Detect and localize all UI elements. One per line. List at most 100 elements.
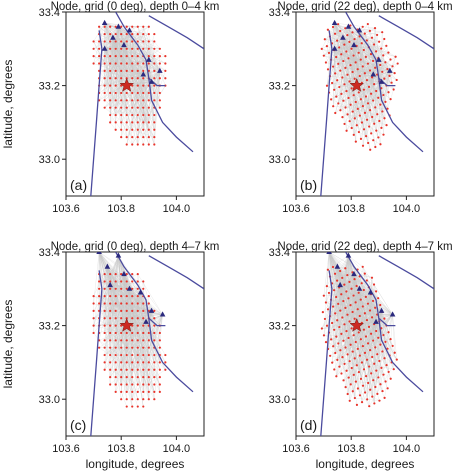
grid-node [114,353,117,357]
grid-node [120,77,123,80]
ray-line [104,74,144,86]
ray-line [358,292,383,352]
grid-node [339,349,342,352]
grid-node [357,130,360,134]
grid-node [353,77,356,80]
x-tick-label: 104.0 [393,203,421,215]
ray-line [323,335,371,351]
ray-line [143,369,149,378]
x-tick-label: 103.6 [282,443,310,455]
grid-node [375,129,378,132]
grid-node [345,330,348,333]
grid-node [114,62,117,65]
grid-node [333,328,336,331]
grid-node [326,268,329,271]
ray-line [352,307,376,313]
ray-line [350,292,359,306]
grid-node [382,373,385,376]
grid-node [136,272,139,276]
ray-line [325,302,382,312]
grid-node [114,361,117,364]
grid-node [350,87,353,90]
grid-node [153,324,156,327]
grid-node [147,331,150,335]
ray-line [93,41,127,108]
ray-line [132,92,155,116]
grid-node [125,287,128,290]
grid-node [120,121,123,124]
grid-node [396,62,399,65]
grid-node [331,305,335,308]
grid-node [341,316,344,319]
grid-node [375,290,378,293]
grid-node [370,372,373,375]
grid-node [131,136,134,139]
grid-node [103,331,106,335]
grid-node [142,405,145,408]
ray-line [110,274,125,378]
grid-node [131,405,134,408]
grid-node [153,40,156,43]
grid-node [373,83,376,86]
station-marker [121,41,127,48]
ray-line [115,325,155,400]
ray-line [371,37,374,75]
grid-node [147,361,150,364]
ray-line [386,45,389,53]
grid-node [98,47,101,50]
grid-node [344,306,347,309]
ray-line [112,33,127,38]
grid-node [142,47,145,50]
grid-node [125,25,128,28]
grid-node [136,339,139,342]
grid-node [131,272,134,276]
grid-node [353,396,356,400]
grid-node [125,136,128,139]
grid-node [131,383,134,386]
grid-node [109,91,112,95]
station-marker [356,285,363,291]
ray-line [115,281,144,348]
grid-node [334,72,337,75]
grid-node [369,332,373,335]
grid-node [347,96,350,100]
grid-node [136,77,139,80]
grid-node [365,39,368,42]
ray-line [126,281,133,385]
fault-lines [90,252,204,436]
grid-node [120,346,123,349]
ray-line [159,70,166,86]
station-marker [378,78,385,84]
grid-node [125,368,128,371]
grid-node [344,106,347,109]
ray-line [104,288,144,297]
ray-line [137,321,147,348]
grid-node [136,91,139,95]
x-tick-label: 103.6 [282,203,310,215]
grid-node [109,287,112,290]
grid-node [344,386,347,389]
grid-node [98,25,101,28]
grid-node [373,362,376,365]
ray-line [347,34,369,64]
grid-node [363,111,367,114]
grid-node [147,376,150,379]
grid-node [92,295,95,298]
ray-line [132,321,147,356]
x-tick-label: 103.8 [107,443,135,455]
grid-node [381,31,384,34]
ray-line [381,81,386,102]
ray-line [110,274,116,356]
ray-line [336,40,364,107]
ray-line [347,114,384,135]
grid-node [131,143,134,146]
grid-node [369,92,373,95]
fault-line [378,317,396,327]
grid-node [365,318,369,322]
grid-node [147,106,150,109]
grid-node [357,291,360,294]
grid-node [109,121,112,124]
grid-node [387,331,390,334]
